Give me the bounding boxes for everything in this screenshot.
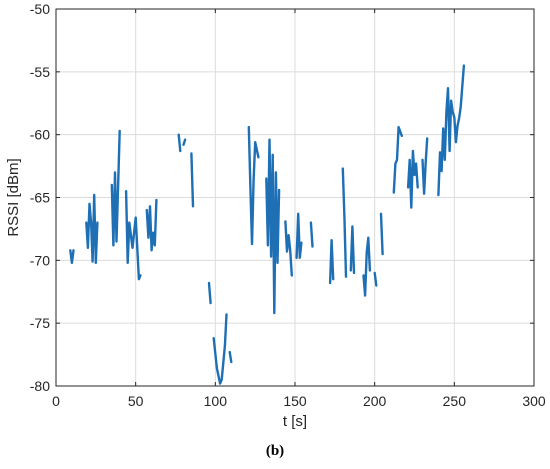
rssi-series-segment xyxy=(177,133,182,153)
rssi-series-segment xyxy=(362,236,372,297)
rssi-series-segment xyxy=(406,149,419,209)
rssi-series-segment xyxy=(190,152,195,208)
x-axis-label: t [s] xyxy=(283,413,307,430)
x-tick-label: 300 xyxy=(522,393,546,409)
y-tick-label: -55 xyxy=(30,64,50,80)
y-tick-label: -50 xyxy=(30,1,50,17)
x-tick-label: 250 xyxy=(443,393,467,409)
rssi-series-segment xyxy=(247,125,260,246)
rssi-series-segment xyxy=(328,238,335,285)
rssi-series-segment xyxy=(437,64,466,197)
rssi-series-segment xyxy=(110,129,121,247)
x-tick-label: 150 xyxy=(283,393,307,409)
grid-lines xyxy=(55,8,535,387)
x-tick-label: 0 xyxy=(52,393,60,409)
rssi-series-segment xyxy=(228,350,233,364)
rssi-series-segment xyxy=(212,313,228,385)
rssi-series-segment xyxy=(295,212,303,259)
y-tick-label: -70 xyxy=(30,252,50,268)
rssi-series-segment xyxy=(69,249,75,264)
x-tick-label: 100 xyxy=(204,393,228,409)
rssi-series-segment xyxy=(309,221,314,248)
rssi-series-segment xyxy=(373,271,378,287)
y-axis-label: RSSI [dBm] xyxy=(5,158,22,236)
y-tick-label: -75 xyxy=(30,315,50,331)
rssi-series-segment xyxy=(341,167,348,278)
figure-caption-text: (b) xyxy=(265,443,285,459)
rssi-series-segment xyxy=(284,220,293,277)
axis-ticks: 0 50 100 150 200 250 300 -80 -75 -70 -65 -60 -55 -50 xyxy=(30,1,546,409)
rssi-series-segment xyxy=(392,125,403,194)
rssi-series-segment xyxy=(349,225,356,275)
rssi-series-segment xyxy=(207,281,212,305)
x-tick-label: 50 xyxy=(128,393,144,409)
x-tick-label: 200 xyxy=(363,393,387,409)
y-tick-label: -65 xyxy=(30,190,50,206)
rssi-series-segment xyxy=(379,212,384,256)
y-tick-label: -60 xyxy=(30,127,50,143)
rssi-series-segment xyxy=(182,138,187,146)
figure-caption: (b) xyxy=(0,443,550,460)
rssi-series-segment xyxy=(265,138,281,315)
rssi-series-segment xyxy=(85,193,99,264)
rssi-series-segment xyxy=(145,198,158,252)
y-tick-label: -80 xyxy=(30,378,50,394)
rssi-series-segment xyxy=(124,189,142,281)
rssi-series-segment xyxy=(421,137,429,195)
plot-area xyxy=(69,64,466,385)
